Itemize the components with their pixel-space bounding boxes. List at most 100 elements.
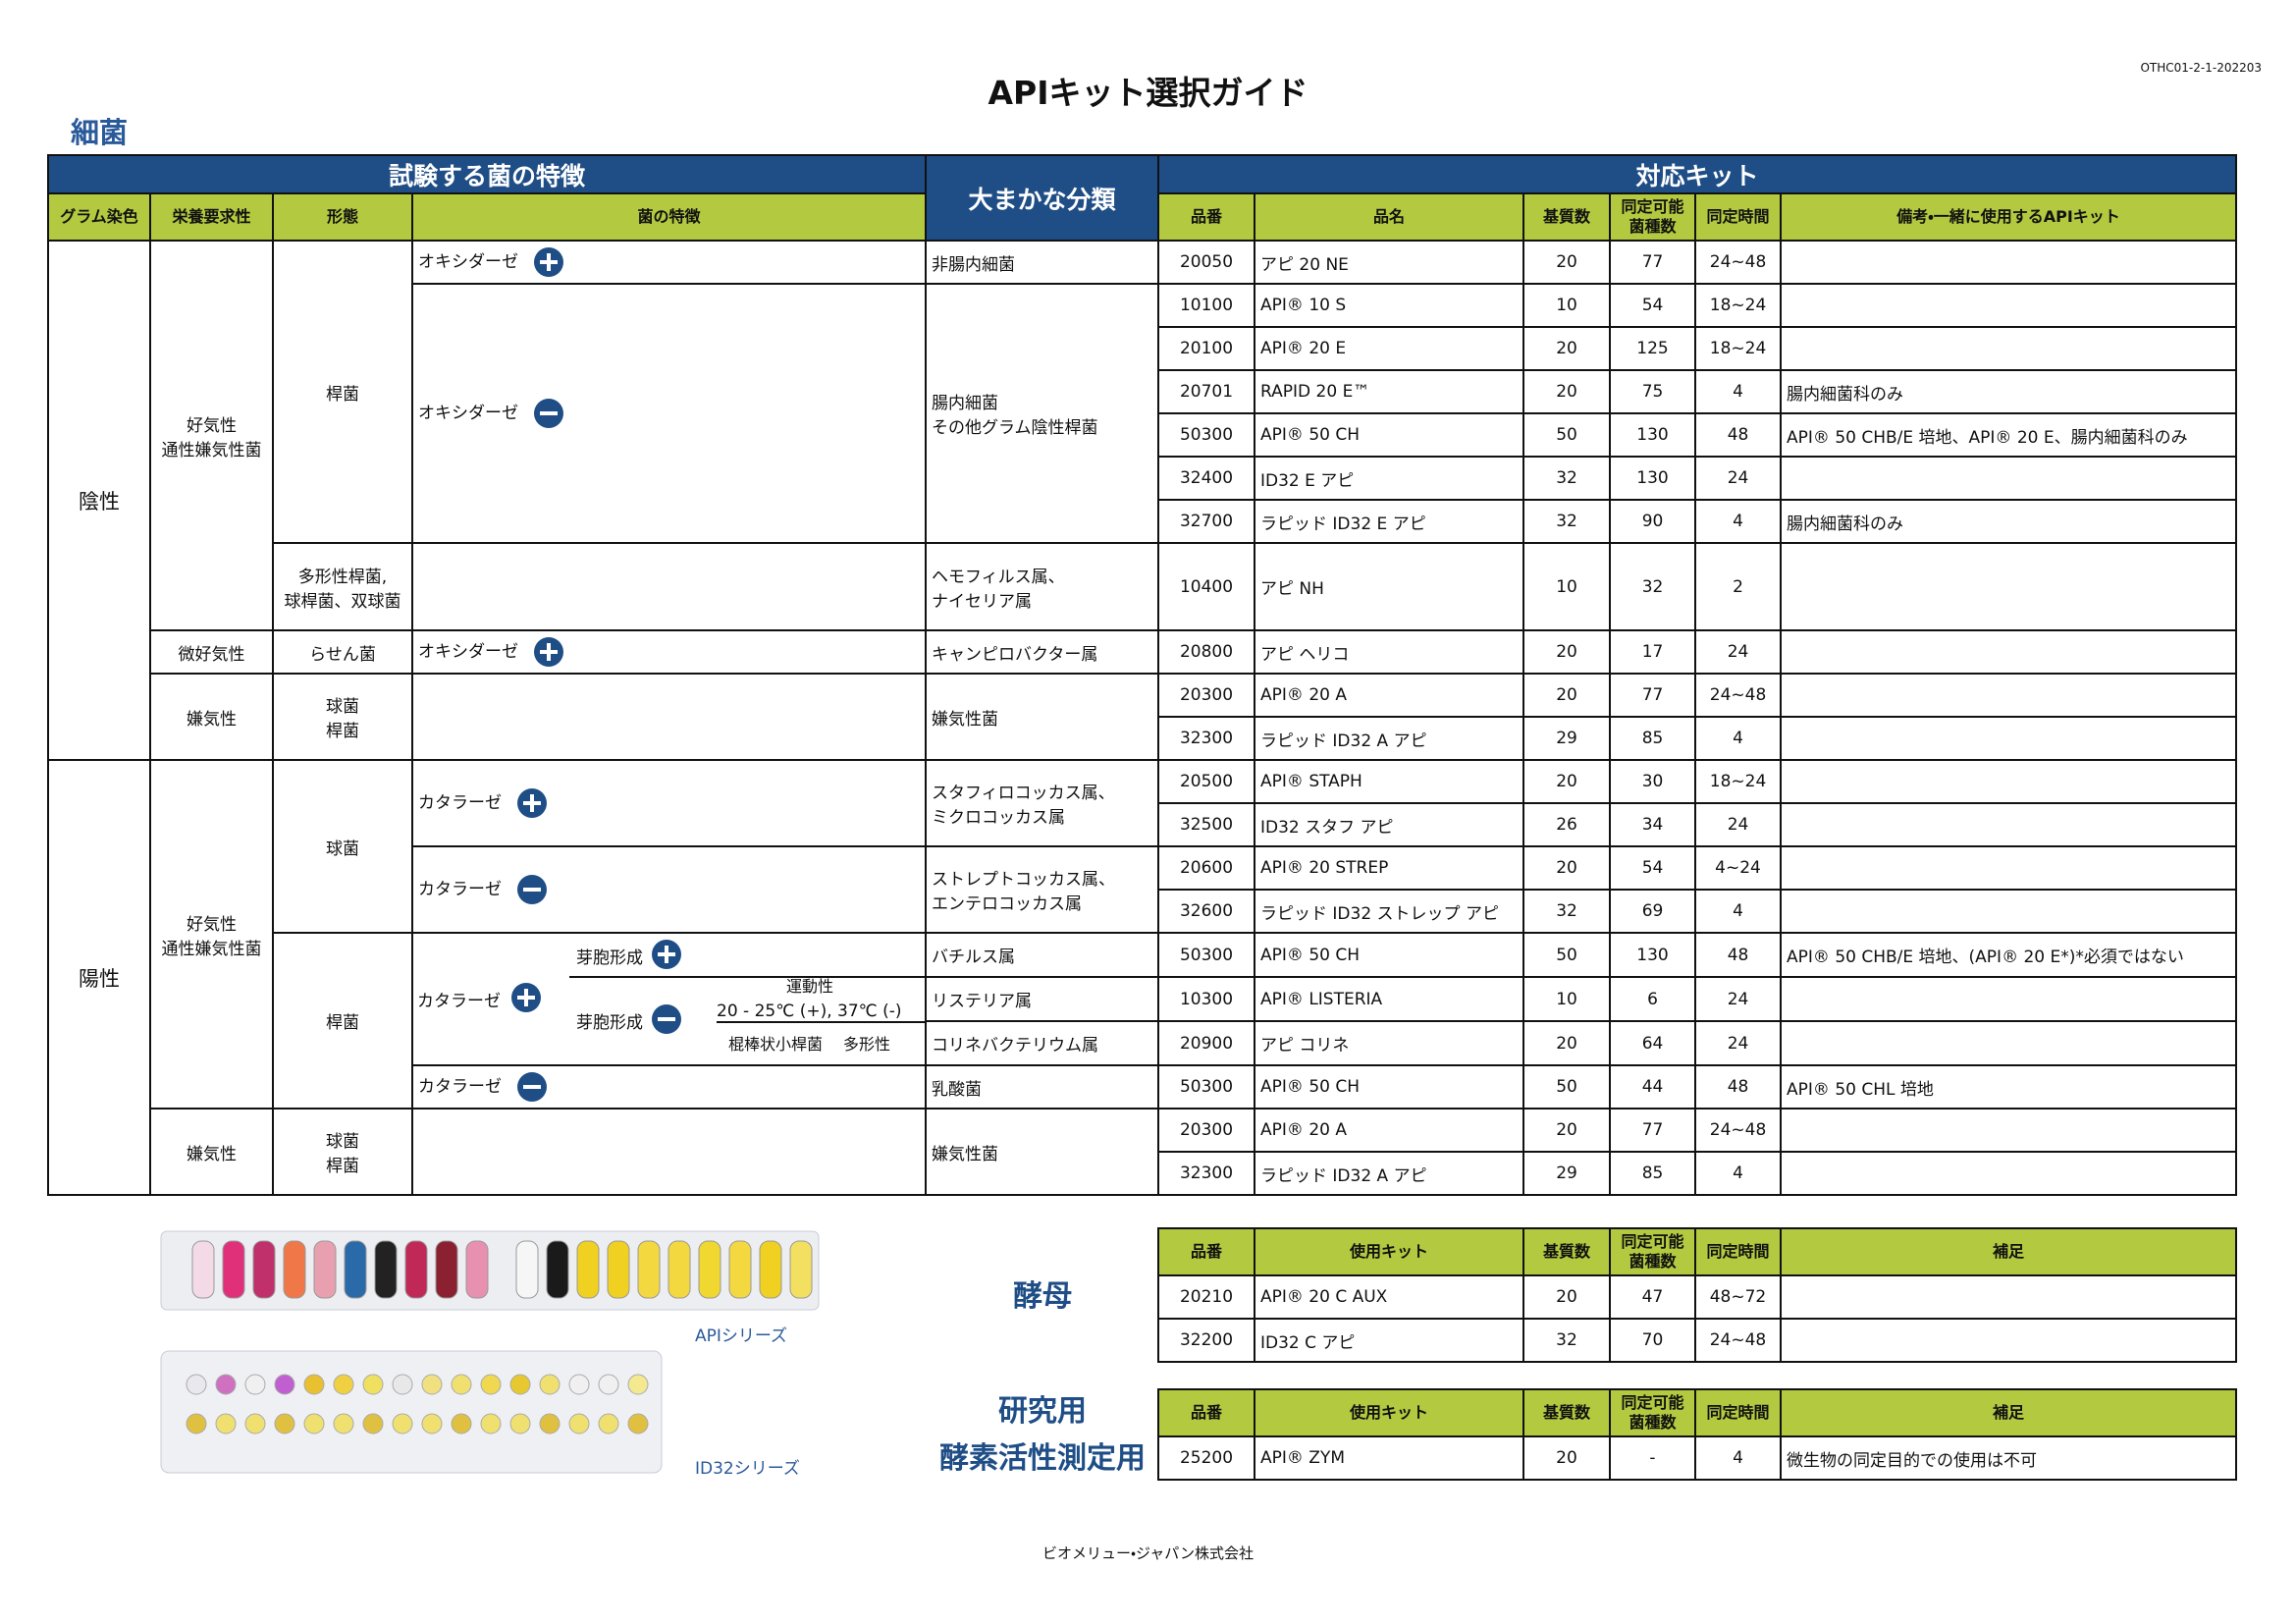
classification: 嫌気性菌 bbox=[925, 673, 1160, 761]
column-header: 基質数 bbox=[1522, 192, 1612, 242]
classification: 嫌気性菌 bbox=[925, 1108, 1160, 1196]
kit-species: 34 bbox=[1609, 802, 1697, 847]
feature-text: 芽胞形成 bbox=[576, 1013, 643, 1033]
kit-code: 32200 bbox=[1157, 1318, 1255, 1363]
kit-species: 54 bbox=[1609, 283, 1697, 328]
minus-icon bbox=[534, 399, 563, 428]
well bbox=[627, 1374, 649, 1395]
research-table: 品番 使用キット 基質数 同定可能菌種数 同定時間 補足 25200 API® ZYM 20-4… bbox=[1157, 1388, 2237, 1481]
kit-substrates: 20 bbox=[1522, 845, 1612, 891]
classification: キャンピロバクター属 bbox=[925, 629, 1160, 675]
kit-species: 77 bbox=[1609, 240, 1697, 285]
kit-note: 腸内細菌科のみ bbox=[1780, 499, 2238, 544]
kit-name: アピ 20 NE bbox=[1254, 240, 1525, 285]
well bbox=[698, 1240, 721, 1299]
kit-code: 50300 bbox=[1157, 1064, 1256, 1110]
column-header: 補足 bbox=[1780, 1227, 2237, 1276]
well bbox=[480, 1374, 502, 1395]
well bbox=[546, 1240, 569, 1299]
well bbox=[480, 1413, 502, 1435]
kit-note bbox=[1780, 716, 2238, 761]
kit-substrates: 29 bbox=[1522, 716, 1612, 761]
feature-text: 運動性 bbox=[786, 977, 834, 996]
kit-species: 6 bbox=[1609, 976, 1697, 1022]
well bbox=[728, 1240, 752, 1299]
kit-substrates: 20 bbox=[1522, 240, 1612, 285]
well bbox=[244, 1413, 266, 1435]
kit-name: RAPID 20 E™ bbox=[1254, 369, 1525, 414]
column-header: 基質数 bbox=[1522, 1227, 1611, 1276]
kit-substrates: 20 bbox=[1522, 1108, 1612, 1153]
yeast-table: 品番 使用キット 基質数 同定可能菌種数 同定時間 補足 20210 API® 20 C AU… bbox=[1157, 1227, 2237, 1363]
kit-code: 10300 bbox=[1157, 976, 1256, 1022]
kit-species: 17 bbox=[1609, 629, 1697, 675]
gram: 陽性 bbox=[47, 759, 151, 1196]
well bbox=[667, 1240, 691, 1299]
column-header: 品番 bbox=[1157, 1388, 1255, 1437]
oxygen: 嫌気性 bbox=[149, 1108, 274, 1196]
kit-name: API® 20 A bbox=[1254, 673, 1525, 718]
kit-code: 20701 bbox=[1157, 369, 1256, 414]
kit-name: ラピッド ID32 A アピ bbox=[1254, 1151, 1525, 1196]
well bbox=[576, 1240, 600, 1299]
kit-substrates: 20 bbox=[1522, 673, 1612, 718]
classification: コリネバクテリウム属 bbox=[925, 1020, 1160, 1066]
well bbox=[392, 1413, 413, 1435]
kit-time: 24 bbox=[1694, 629, 1783, 675]
kit-name: API® LISTERIA bbox=[1254, 976, 1525, 1022]
kit-note bbox=[1780, 283, 2238, 328]
feature: オキシダーゼ bbox=[410, 240, 928, 285]
kit-note bbox=[1780, 1151, 2238, 1196]
morphology: 桿菌 bbox=[272, 932, 413, 1110]
kit-name: アピ NH bbox=[1254, 542, 1525, 631]
kit-name: API® 20 E bbox=[1254, 326, 1525, 371]
kit-note bbox=[1780, 802, 2238, 847]
group-header: 試験する菌の特徴 bbox=[46, 154, 928, 194]
well bbox=[568, 1413, 590, 1435]
kit-note bbox=[1780, 326, 2238, 371]
kit-name: ID32 スタフ アピ bbox=[1254, 802, 1525, 847]
well bbox=[404, 1240, 428, 1299]
divider bbox=[717, 1021, 925, 1023]
kit-name: API® STAPH bbox=[1254, 759, 1525, 804]
well bbox=[451, 1374, 472, 1395]
well bbox=[344, 1240, 367, 1299]
well bbox=[451, 1413, 472, 1435]
kit-time: 2 bbox=[1694, 542, 1783, 631]
well bbox=[515, 1240, 539, 1299]
kit-code: 32600 bbox=[1157, 889, 1256, 934]
kit-note bbox=[1780, 1318, 2237, 1363]
classification: リステリア属 bbox=[925, 976, 1160, 1022]
well bbox=[186, 1374, 207, 1395]
well bbox=[607, 1240, 630, 1299]
well bbox=[244, 1374, 266, 1395]
well bbox=[303, 1413, 325, 1435]
kit-name: API® 50 CH bbox=[1254, 1064, 1525, 1110]
kit-name: API® 20 C AUX bbox=[1254, 1274, 1524, 1320]
well bbox=[598, 1374, 619, 1395]
column-header: 同定時間 bbox=[1694, 1227, 1782, 1276]
kit-time: 24~48 bbox=[1694, 240, 1783, 285]
kit-substrates: 10 bbox=[1522, 542, 1612, 631]
feature-text: カタラーゼ bbox=[418, 880, 502, 899]
kit-code: 50300 bbox=[1157, 932, 1256, 978]
feature-text: 多形性 bbox=[843, 1035, 891, 1054]
kit-substrates: 10 bbox=[1522, 283, 1612, 328]
column-header: 同定時間 bbox=[1694, 192, 1783, 242]
kit-substrates: 50 bbox=[1522, 932, 1612, 978]
kit-time: 48~72 bbox=[1694, 1274, 1782, 1320]
id32-caption: ID32シリーズ bbox=[695, 1459, 800, 1479]
well bbox=[215, 1374, 237, 1395]
kit-code: 20210 bbox=[1157, 1274, 1255, 1320]
well bbox=[421, 1374, 443, 1395]
oxygen: 微好気性 bbox=[149, 629, 274, 675]
kit-species: 64 bbox=[1609, 1020, 1697, 1066]
kit-species: 44 bbox=[1609, 1064, 1697, 1110]
well bbox=[215, 1413, 237, 1435]
kit-code: 20500 bbox=[1157, 759, 1256, 804]
kit-time: 4 bbox=[1694, 889, 1783, 934]
kit-species: 77 bbox=[1609, 673, 1697, 718]
kit-species: 130 bbox=[1609, 412, 1697, 458]
column-header: 品名 bbox=[1254, 192, 1525, 242]
id32-strip bbox=[160, 1350, 663, 1474]
